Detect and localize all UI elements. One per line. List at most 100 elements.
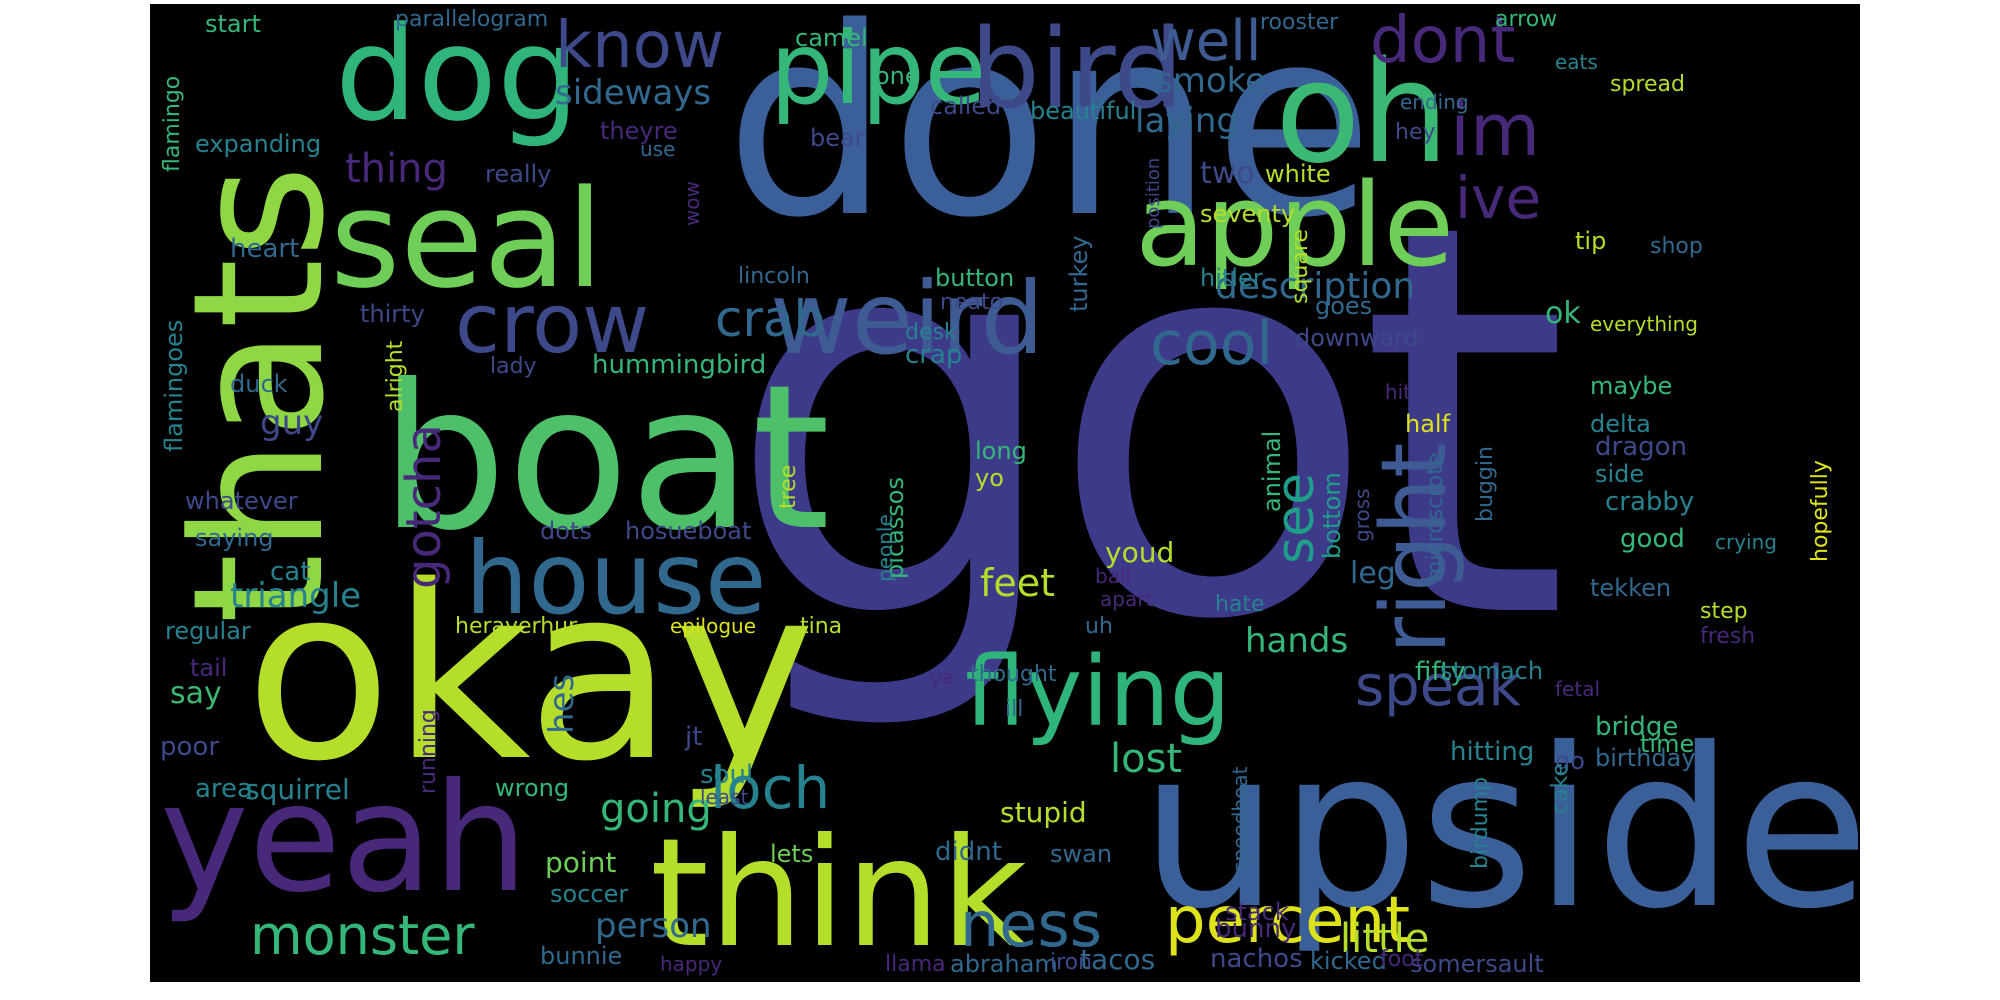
word-cloud: got done upside okay boat thats think ye…	[150, 4, 1860, 982]
word: got	[725, 110, 1570, 738]
word: dont	[1370, 4, 1516, 78]
word: white	[1265, 160, 1331, 188]
word: crow	[455, 277, 650, 372]
word: crying	[1715, 530, 1777, 554]
word: half	[1405, 410, 1451, 438]
word: leg	[1350, 556, 1396, 591]
word: stack	[1225, 898, 1289, 926]
word: lady	[490, 354, 537, 379]
word: one	[875, 62, 920, 90]
word: hummingbird	[592, 350, 767, 380]
word: ill	[1005, 697, 1024, 722]
word: alright	[383, 340, 408, 412]
word: tree	[776, 464, 801, 509]
word: swan	[1050, 840, 1113, 868]
word: oh	[1275, 32, 1450, 195]
word: seventy	[1200, 200, 1296, 228]
word: birthday	[1595, 744, 1696, 772]
word: neato	[940, 290, 1004, 315]
word: duck	[230, 370, 288, 398]
word: apart	[1100, 587, 1154, 611]
word: person	[595, 906, 712, 946]
word: monster	[250, 904, 475, 967]
word: epilogue	[670, 614, 757, 638]
word: weird	[770, 260, 1044, 377]
word: laying	[1135, 101, 1238, 141]
word: fifty	[1415, 657, 1466, 687]
word: done	[725, 4, 1374, 275]
word: poor	[160, 732, 220, 762]
word: cake	[1548, 762, 1573, 814]
word: parallelogram	[395, 7, 549, 32]
word: jt	[685, 722, 703, 752]
word: crab	[715, 290, 826, 348]
word: nachos	[1210, 944, 1303, 974]
word: hes	[542, 673, 582, 734]
word: bridge	[1595, 712, 1679, 742]
word: bunny	[1215, 914, 1297, 944]
word: long	[975, 437, 1027, 465]
word: lost	[1110, 736, 1183, 782]
word: everything	[1590, 312, 1698, 336]
word: downward	[1295, 324, 1419, 352]
word: going	[600, 786, 712, 832]
word: triangle	[230, 576, 362, 616]
word: dots	[540, 517, 592, 545]
word: somersault	[1410, 950, 1544, 978]
word: yeah	[160, 752, 529, 926]
word: house	[465, 520, 767, 637]
word: desk	[905, 320, 957, 345]
word: say	[170, 676, 222, 711]
word: sideways	[555, 73, 712, 113]
word: shop	[1650, 234, 1703, 259]
word: buggin	[1473, 446, 1498, 522]
word: bear	[810, 124, 865, 152]
word: well	[1150, 9, 1262, 74]
word: hit	[1385, 380, 1412, 404]
word: goes	[1315, 292, 1373, 320]
word: speak	[1355, 654, 1521, 719]
word: flying	[965, 636, 1231, 748]
word: spread	[1610, 72, 1685, 97]
word: tina	[800, 614, 843, 639]
word: flamingo	[160, 75, 185, 172]
word: tekken	[1590, 574, 1672, 602]
word: thirty	[360, 300, 425, 328]
word: rooster	[1260, 10, 1339, 35]
word: hosueboat	[625, 517, 752, 545]
word: happy	[660, 952, 723, 976]
word: start	[205, 10, 261, 38]
word: boat	[380, 342, 831, 575]
word: apple	[1135, 159, 1455, 293]
word: really	[485, 160, 552, 188]
word: llama	[885, 952, 946, 977]
word: running	[416, 709, 441, 794]
word: squirrel	[245, 773, 350, 806]
word: bunnie	[540, 942, 623, 970]
word: loch	[710, 754, 831, 822]
word: called	[930, 92, 1002, 120]
word: heart	[230, 234, 300, 264]
word: iron	[1050, 950, 1093, 975]
word: point	[545, 846, 617, 879]
word: cat	[270, 557, 311, 587]
word: birdump	[1468, 776, 1493, 869]
word: camel	[795, 24, 868, 52]
word: gotcha	[396, 424, 452, 589]
word: crabby	[1605, 487, 1695, 517]
word: ball	[1095, 564, 1132, 588]
word: lets	[770, 840, 814, 868]
word: description	[1215, 266, 1416, 307]
word: ive	[1455, 164, 1542, 232]
word: little	[1340, 916, 1430, 962]
word: fresh	[1700, 624, 1756, 649]
word: know	[555, 9, 725, 83]
word: heraverhur	[455, 614, 578, 639]
word: animal	[1258, 430, 1286, 512]
word: stomach	[1440, 657, 1544, 685]
word: square	[1288, 229, 1313, 304]
word: hey	[1395, 120, 1436, 145]
word: two	[1200, 156, 1255, 191]
word: percent	[1165, 884, 1411, 958]
word: ya	[930, 665, 955, 689]
